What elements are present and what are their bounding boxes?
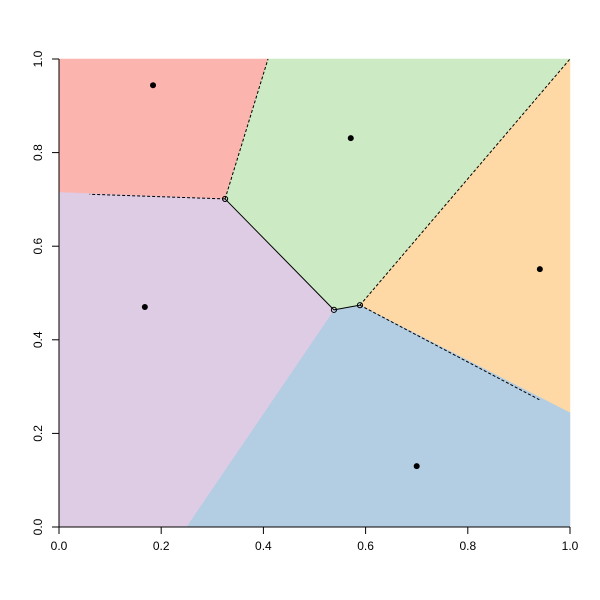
- y-tick-label: 0.6: [31, 238, 45, 255]
- voronoi-edge: [224, 58, 269, 200]
- y-tick-label: 0.8: [31, 144, 45, 161]
- x-tick-label: 1.0: [562, 539, 579, 553]
- voronoi-vertex: [356, 302, 364, 309]
- voronoi-vertex: [330, 306, 338, 313]
- site-point: [536, 266, 543, 273]
- site-point: [150, 82, 157, 89]
- x-tick-label: 0.6: [357, 539, 374, 553]
- voronoi-edge: [224, 198, 335, 311]
- site-point: [141, 304, 148, 311]
- y-tick-label: 0.4: [31, 331, 45, 348]
- y-tick-label: 1.0: [31, 50, 45, 67]
- y-tick-label: 0.0: [31, 518, 45, 535]
- voronoi-edge: [89, 193, 226, 200]
- voronoi-edge: [359, 304, 540, 401]
- site-point: [413, 463, 420, 470]
- voronoi-edge: [359, 58, 571, 306]
- site-point: [347, 135, 354, 142]
- voronoi-edge: [333, 304, 361, 311]
- voronoi-vertex: [221, 195, 229, 203]
- x-tick-label: 0.2: [153, 539, 170, 553]
- x-tick-label: 0.8: [459, 539, 476, 553]
- y-tick-label: 0.2: [31, 425, 45, 442]
- x-tick-label: 0.4: [255, 539, 272, 553]
- x-tick-label: 0.0: [51, 539, 68, 553]
